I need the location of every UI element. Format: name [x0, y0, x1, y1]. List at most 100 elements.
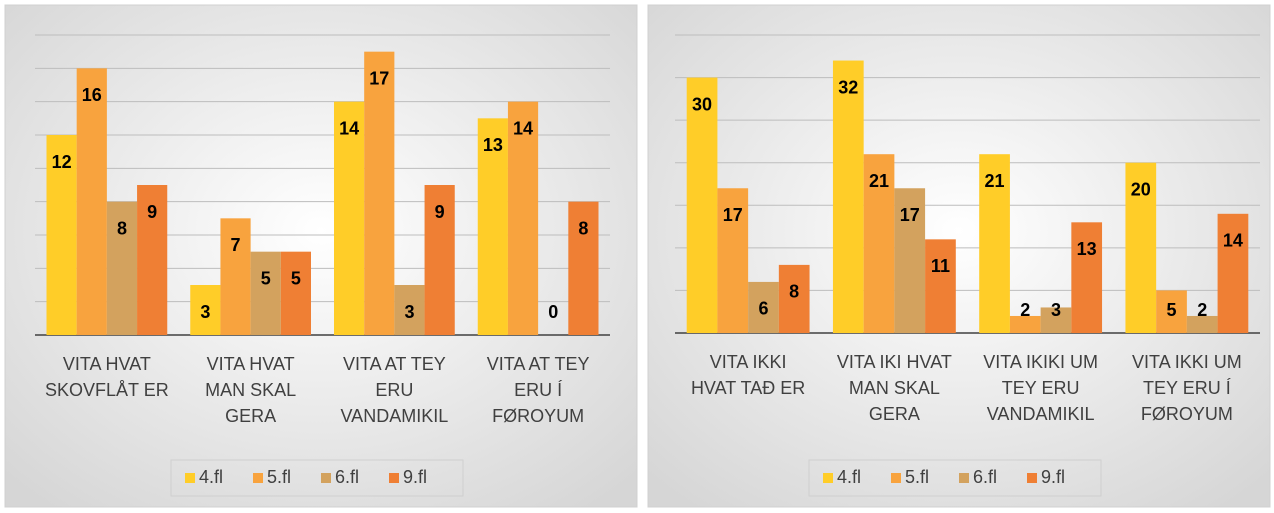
x-tick-label: VITA IKI HVAT	[837, 352, 952, 372]
bar	[106, 201, 138, 335]
legend-label: 9.fl	[403, 467, 427, 487]
bar	[364, 51, 395, 336]
x-tick-label: FØROYUM	[1141, 404, 1233, 424]
legend-label: 4.fl	[199, 467, 223, 487]
data-label: 9	[147, 202, 157, 222]
bar	[280, 251, 311, 335]
x-tick-label: VANDAMIKIL	[341, 406, 449, 426]
x-tick-label: VANDAMIKIL	[987, 404, 1095, 424]
data-label: 14	[339, 118, 359, 138]
legend-label: 4.fl	[837, 467, 861, 487]
bar	[76, 68, 107, 335]
data-label: 8	[789, 282, 799, 302]
data-label: 2	[1020, 300, 1030, 320]
data-label: 17	[723, 205, 743, 225]
bar	[507, 101, 539, 336]
data-label: 16	[82, 85, 102, 105]
data-label: 3	[200, 302, 210, 322]
bar	[250, 251, 281, 335]
legend-swatch	[253, 473, 263, 483]
data-label: 21	[869, 171, 889, 191]
legend-swatch	[389, 473, 399, 483]
x-tick-label: TEY ERU	[1002, 378, 1080, 398]
bar	[1217, 213, 1249, 333]
bar	[778, 264, 810, 333]
data-label: 30	[692, 94, 712, 114]
data-label: 5	[261, 268, 271, 288]
bar	[137, 185, 168, 335]
bar	[477, 118, 508, 335]
bar	[46, 135, 77, 335]
x-tick-label: ERU	[375, 380, 413, 400]
data-label: 3	[404, 302, 414, 322]
bar	[863, 154, 895, 333]
legend-label: 9.fl	[1041, 467, 1065, 487]
data-label: 3	[1051, 300, 1061, 320]
data-label: 2	[1197, 300, 1207, 320]
x-tick-label: TEY ERU Í	[1143, 378, 1231, 398]
data-label: 11	[931, 256, 950, 276]
legend-swatch	[959, 473, 969, 483]
legend-label: 5.fl	[267, 467, 291, 487]
x-tick-label: GERA	[225, 406, 276, 426]
bar	[832, 60, 864, 334]
x-tick-label: FØROYUM	[492, 406, 584, 426]
bar	[1009, 315, 1041, 333]
data-label: 17	[369, 68, 389, 88]
data-label: 0	[548, 302, 558, 322]
bar	[334, 101, 365, 336]
bar	[220, 218, 251, 335]
x-tick-label: VITA IKKI	[710, 352, 787, 372]
legend-label: 6.fl	[973, 467, 997, 487]
legend-swatch	[1027, 473, 1037, 483]
data-label: 5	[1167, 300, 1177, 320]
bar	[394, 285, 425, 335]
bar	[1156, 290, 1187, 333]
data-label: 32	[838, 77, 858, 97]
x-tick-label: VITA IKIKI UM	[983, 352, 1098, 372]
bar	[1040, 307, 1072, 333]
legend-box	[170, 459, 464, 497]
data-label: 8	[117, 218, 127, 238]
legend-label: 5.fl	[905, 467, 929, 487]
bar	[568, 201, 599, 335]
data-label: 12	[52, 152, 72, 172]
data-label: 6	[758, 299, 768, 319]
data-label: 5	[291, 268, 301, 288]
data-label: 13	[1077, 239, 1097, 259]
legend-box	[808, 459, 1102, 497]
bar	[748, 281, 779, 333]
legend-swatch	[321, 473, 331, 483]
x-tick-label: VITA IKKI UM	[1132, 352, 1242, 372]
x-tick-label: VITA HVAT	[207, 354, 295, 374]
data-label: 21	[985, 171, 1005, 191]
chart-panel	[647, 4, 1271, 508]
x-tick-label: HVAT TAÐ ER	[691, 378, 805, 398]
bar	[894, 188, 926, 333]
data-label: 13	[483, 135, 503, 155]
legend-swatch	[891, 473, 901, 483]
x-tick-label: MAN SKAL	[205, 380, 296, 400]
x-tick-label: VITA HVAT	[63, 354, 151, 374]
legend-swatch	[185, 473, 195, 483]
bar	[925, 239, 956, 333]
bar	[190, 285, 221, 335]
bar	[424, 185, 455, 335]
bar	[1071, 222, 1103, 333]
bar	[717, 188, 749, 333]
data-label: 17	[900, 205, 920, 225]
x-tick-label: GERA	[869, 404, 920, 424]
x-tick-label: SKOVFLÅT ER	[45, 380, 169, 400]
data-label: 8	[578, 218, 588, 238]
x-tick-label: VITA AT TEY	[487, 354, 590, 374]
data-label: 14	[513, 118, 533, 138]
x-tick-label: ERU Í	[514, 380, 562, 400]
bar	[979, 154, 1010, 333]
bar	[1186, 315, 1218, 333]
x-tick-label: MAN SKAL	[849, 378, 940, 398]
x-tick-label: VITA AT TEY	[343, 354, 446, 374]
legend-label: 6.fl	[335, 467, 359, 487]
legend-swatch	[823, 473, 833, 483]
data-label: 14	[1223, 231, 1243, 251]
